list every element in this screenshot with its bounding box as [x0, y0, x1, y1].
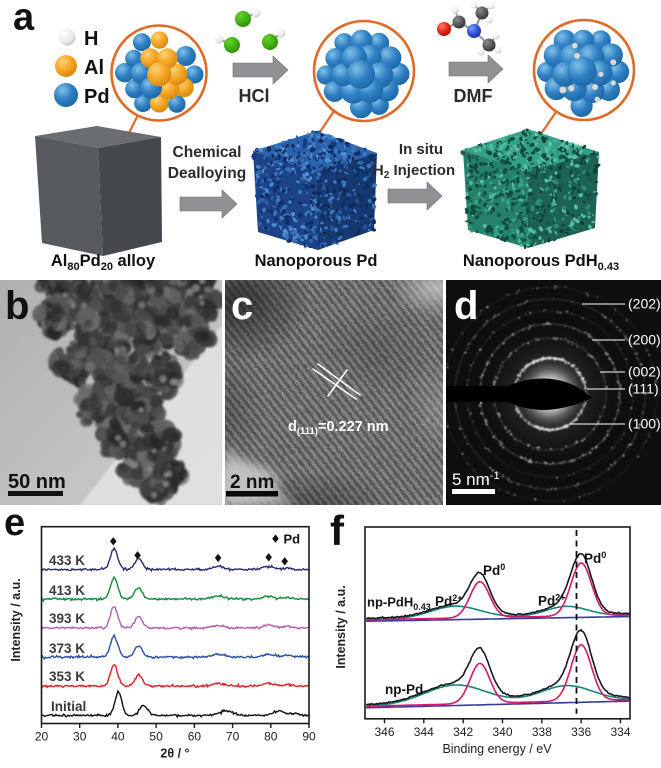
svg-text:Pd0: Pd0	[483, 562, 505, 578]
svg-text:Dealloying: Dealloying	[168, 165, 246, 182]
svg-text:90: 90	[302, 730, 316, 744]
svg-text:30: 30	[73, 730, 87, 744]
svg-text:(002): (002)	[628, 364, 661, 380]
svg-text:70: 70	[226, 730, 240, 744]
svg-text:b: b	[5, 284, 29, 328]
svg-text:334: 334	[610, 725, 630, 739]
svg-text:d: d	[454, 284, 478, 328]
svg-text:DMF: DMF	[454, 86, 493, 106]
svg-text:np-PdH0.43: np-PdH0.43	[367, 595, 431, 613]
svg-text:373 K: 373 K	[49, 641, 85, 656]
svg-text:338: 338	[532, 725, 552, 739]
svg-text:HCl: HCl	[239, 86, 270, 106]
svg-text:Intensity / a.u.: Intensity / a.u.	[334, 585, 348, 668]
svg-text:433 K: 433 K	[49, 553, 85, 568]
svg-text:H2 Injection: H2 Injection	[373, 162, 455, 181]
svg-text:20: 20	[35, 730, 49, 744]
svg-text:(111): (111)	[628, 381, 659, 397]
svg-text:50 nm: 50 nm	[8, 471, 66, 493]
svg-text:Nanoporous PdH0.43: Nanoporous PdH0.43	[463, 252, 619, 273]
svg-text:50: 50	[149, 730, 163, 744]
svg-text:(202): (202)	[628, 296, 661, 312]
svg-text:344: 344	[414, 725, 434, 739]
svg-text:(100): (100)	[628, 416, 661, 432]
svg-text:393 K: 393 K	[49, 611, 85, 626]
svg-text:f: f	[330, 507, 345, 554]
svg-text:60: 60	[188, 730, 202, 744]
svg-text:413 K: 413 K	[49, 583, 85, 598]
svg-text:336: 336	[571, 725, 591, 739]
svg-text:340: 340	[492, 725, 512, 739]
svg-text:40: 40	[111, 730, 125, 744]
svg-text:(200): (200)	[628, 332, 661, 348]
svg-text:e: e	[4, 505, 25, 544]
svg-text:Binding energy / eV: Binding energy / eV	[442, 742, 552, 756]
svg-text:np-Pd: np-Pd	[385, 682, 423, 697]
svg-text:Pd: Pd	[84, 86, 110, 108]
svg-text:342: 342	[453, 725, 473, 739]
svg-text:H: H	[84, 28, 98, 50]
svg-text:Chemical: Chemical	[173, 144, 242, 161]
svg-text:In situ: In situ	[399, 141, 443, 158]
svg-text:c: c	[231, 284, 253, 328]
svg-text:a: a	[13, 0, 35, 39]
svg-text:80: 80	[264, 730, 278, 744]
svg-text:Al: Al	[84, 57, 104, 79]
svg-text:Nanoporous Pd: Nanoporous Pd	[255, 252, 378, 270]
svg-text:5 nm-1: 5 nm-1	[452, 470, 500, 489]
svg-text:2 nm: 2 nm	[230, 472, 274, 493]
svg-text:Pd: Pd	[284, 532, 301, 547]
svg-text:Intensity / a.u.: Intensity / a.u.	[9, 578, 23, 661]
svg-text:Initial: Initial	[51, 699, 86, 714]
svg-text:2θ / °: 2θ / °	[160, 747, 189, 761]
svg-text:346: 346	[374, 725, 394, 739]
svg-text:Pd0: Pd0	[584, 550, 606, 566]
svg-text:353 K: 353 K	[49, 669, 85, 684]
